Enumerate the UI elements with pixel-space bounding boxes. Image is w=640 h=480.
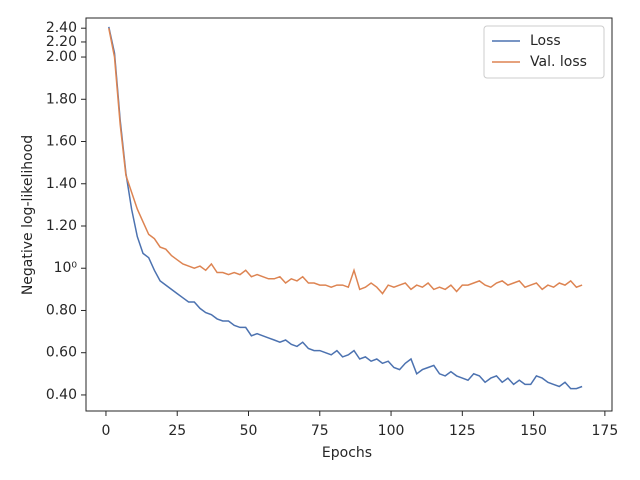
- y-tick-label: 0.80: [46, 302, 77, 318]
- x-axis-label: Epochs: [322, 445, 372, 461]
- y-tick-label: 0.40: [46, 387, 77, 403]
- legend-box: [483, 25, 605, 79]
- y-tick-label: 2.00: [46, 49, 77, 65]
- x-tick-label: 75: [311, 423, 329, 439]
- x-tick-label: 125: [449, 423, 476, 439]
- y-tick-label: 10⁰: [54, 260, 78, 276]
- y-tick-label: 1.40: [46, 176, 77, 192]
- axes-frame: [85, 17, 613, 412]
- x-tick-label: 50: [240, 423, 258, 439]
- x-tick-label: 175: [592, 423, 619, 439]
- y-tick-label: 2.20: [46, 34, 77, 50]
- legend-label: Val. loss: [530, 54, 587, 70]
- x-tick-label: 0: [101, 423, 110, 439]
- y-tick-label: 2.40: [46, 20, 77, 36]
- y-tick-label: 1.20: [46, 218, 77, 234]
- x-tick-label: 150: [520, 423, 547, 439]
- y-tick-label: 1.60: [46, 134, 77, 150]
- series-line: [108, 26, 583, 390]
- x-tick-label: 100: [378, 423, 405, 439]
- y-tick-label: 1.80: [46, 91, 77, 107]
- y-axis-label: Negative log-likelihood: [20, 135, 36, 295]
- x-tick-label: 25: [168, 423, 186, 439]
- y-tick-label: 0.60: [46, 345, 77, 361]
- series-line: [108, 28, 583, 295]
- legend-label: Loss: [530, 33, 561, 49]
